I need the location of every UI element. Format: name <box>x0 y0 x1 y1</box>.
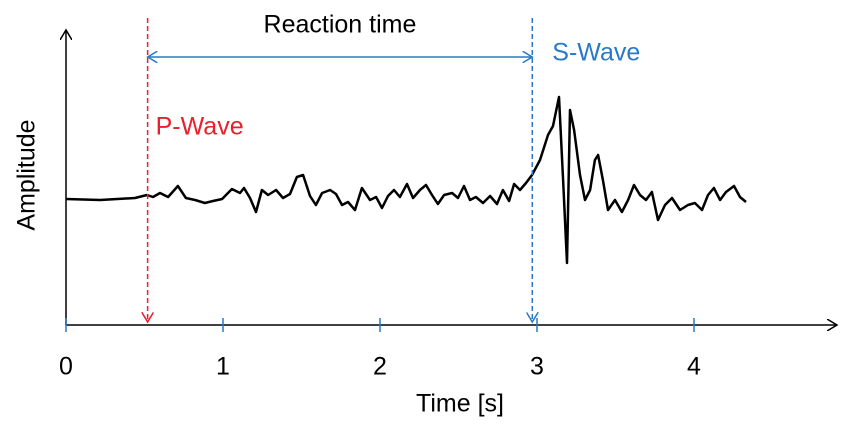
waveform <box>65 95 747 265</box>
x-axis-label: Time [s] <box>416 390 504 418</box>
annotation-label: S-Wave <box>552 39 640 67</box>
x-tick-label: 1 <box>216 353 230 381</box>
reaction-time-label: Reaction time <box>264 11 417 39</box>
x-tick-label: 2 <box>373 353 387 381</box>
annotation-label: P-Wave <box>156 113 244 141</box>
y-axis-label: Amplitude <box>13 119 41 230</box>
x-tick-label: 0 <box>59 353 73 381</box>
x-tick-label: 3 <box>530 353 544 381</box>
x-tick-label: 4 <box>687 353 701 381</box>
